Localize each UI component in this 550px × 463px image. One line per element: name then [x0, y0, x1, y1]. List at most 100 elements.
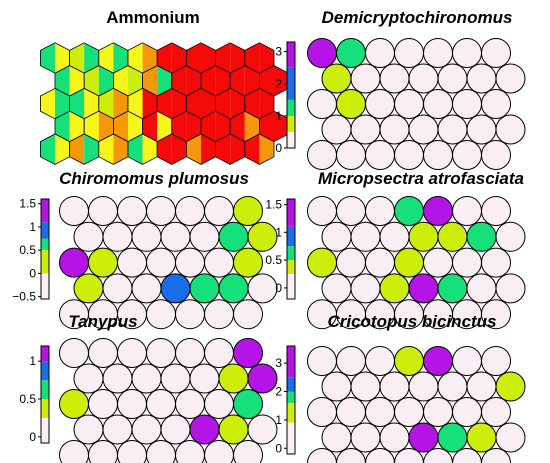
hex-cell-right [98, 111, 114, 142]
som-cell [321, 371, 352, 402]
som-cell [452, 38, 482, 68]
som-cell [175, 440, 205, 463]
som-cell [423, 346, 453, 376]
colorbar-tick-label: 1 [275, 109, 282, 123]
colorbar-frame [286, 198, 296, 300]
som-cell [423, 140, 453, 170]
hex-cell-right [171, 88, 187, 119]
som-cell [394, 448, 424, 463]
som-cell [160, 273, 191, 304]
hex-cell-left [215, 42, 231, 74]
som-cell [189, 414, 220, 445]
hex-cell-left [142, 65, 158, 96]
panel-cricotopus-bicinctus: Cricotopus bicinctus 0 1 2 3 [275, 312, 526, 463]
som-cell [466, 273, 497, 304]
colorbar-segment [287, 274, 295, 299]
som-cell [247, 414, 278, 445]
som-cell [175, 299, 205, 330]
som-cell [437, 221, 468, 252]
som-cell [437, 273, 468, 304]
hex-cell-right [142, 134, 158, 165]
som-cell [452, 448, 482, 463]
panel-title-demicryptochironomus: Demicryptochironomus [322, 8, 513, 27]
hex-cell-right [274, 65, 289, 96]
hex-cell-left [259, 111, 274, 142]
som-cell [307, 448, 337, 463]
colorbar-segment [287, 67, 295, 100]
hex-cell-right [201, 42, 216, 74]
hex-cell-right [259, 134, 274, 165]
som-cell [466, 422, 497, 453]
som-cell [307, 346, 337, 376]
som-cell [481, 140, 511, 170]
colorbar-tick-label: 1 [29, 354, 36, 368]
hex-cell-right [230, 134, 245, 165]
som-cell [379, 63, 410, 94]
som-cell [233, 389, 263, 419]
hex-cell-right [215, 65, 231, 96]
som-cell [247, 363, 278, 394]
som-cell [131, 363, 162, 394]
som-cell [437, 114, 468, 145]
colorbar-tick-label: 0 [275, 281, 282, 295]
colorbar-segment [287, 402, 295, 423]
som-cell [365, 89, 395, 119]
colorbar-segment [287, 42, 295, 68]
som-cell [437, 371, 468, 402]
hex-cell-right [186, 65, 201, 96]
hex-cell-left [128, 88, 143, 119]
som-cell [233, 338, 263, 368]
som-cell [365, 346, 395, 376]
colorbar-tick-label: 2 [275, 77, 282, 91]
som-cell [204, 247, 234, 278]
som-cell [452, 196, 482, 226]
hex-cell-left [142, 111, 158, 142]
som-cell [452, 247, 482, 278]
panel-micropsectra-atrofasciata: Micropsectra atrofasciata 0 0.5 1 1.5 [265, 169, 526, 330]
som-cell [73, 221, 104, 252]
som-cell [336, 196, 366, 226]
hex-cell-left [230, 65, 245, 96]
som-cell [160, 363, 191, 394]
hex-cell-left [215, 134, 231, 165]
colorbar-tick-label: 0 [275, 141, 282, 155]
som-cell [307, 247, 337, 278]
hex-cell-left [98, 42, 114, 74]
som-cell [102, 273, 133, 304]
colorbar-segment [41, 418, 49, 443]
panel-title-micropsectra-atrofasciata: Micropsectra atrofasciata [318, 169, 524, 188]
hex-cell-right [113, 42, 128, 74]
hex-cell-right [171, 42, 187, 74]
som-cell [408, 422, 439, 453]
som-cell [307, 397, 337, 427]
colorbar-tick-label: 1.5 [19, 197, 36, 211]
som-cell [423, 196, 453, 226]
colorbar-tick-label: 0.5 [265, 253, 282, 267]
panel-demicryptochironomus: Demicryptochironomus 0 1 2 3 [275, 8, 526, 170]
hex-cell-right [84, 88, 99, 119]
hex-cell-left [157, 88, 172, 119]
panel-title-tanypus: Tanypus [68, 312, 137, 331]
hex-cell-right [69, 65, 85, 96]
panel-tanypus: Tanypus 0 0.5 1 [19, 312, 278, 463]
som-cell [365, 448, 395, 463]
som-cell [336, 346, 366, 376]
som-cell [131, 221, 162, 252]
som-cell [204, 440, 234, 463]
som-cell [117, 440, 147, 463]
som-cell [73, 363, 104, 394]
hex-cell-left [157, 42, 172, 74]
som-cell [88, 338, 118, 368]
som-cell [175, 389, 205, 419]
hex-cell-right [142, 42, 158, 74]
som-cell [495, 63, 526, 94]
hex-cell-left [98, 88, 114, 119]
colorbar-tick-label: 0.5 [19, 243, 36, 257]
som-cell [466, 221, 497, 252]
som-cell [102, 414, 133, 445]
som-cell [307, 196, 337, 226]
som-cell [452, 346, 482, 376]
hex-cell-left [128, 42, 143, 74]
hex-cell-left [215, 88, 231, 119]
